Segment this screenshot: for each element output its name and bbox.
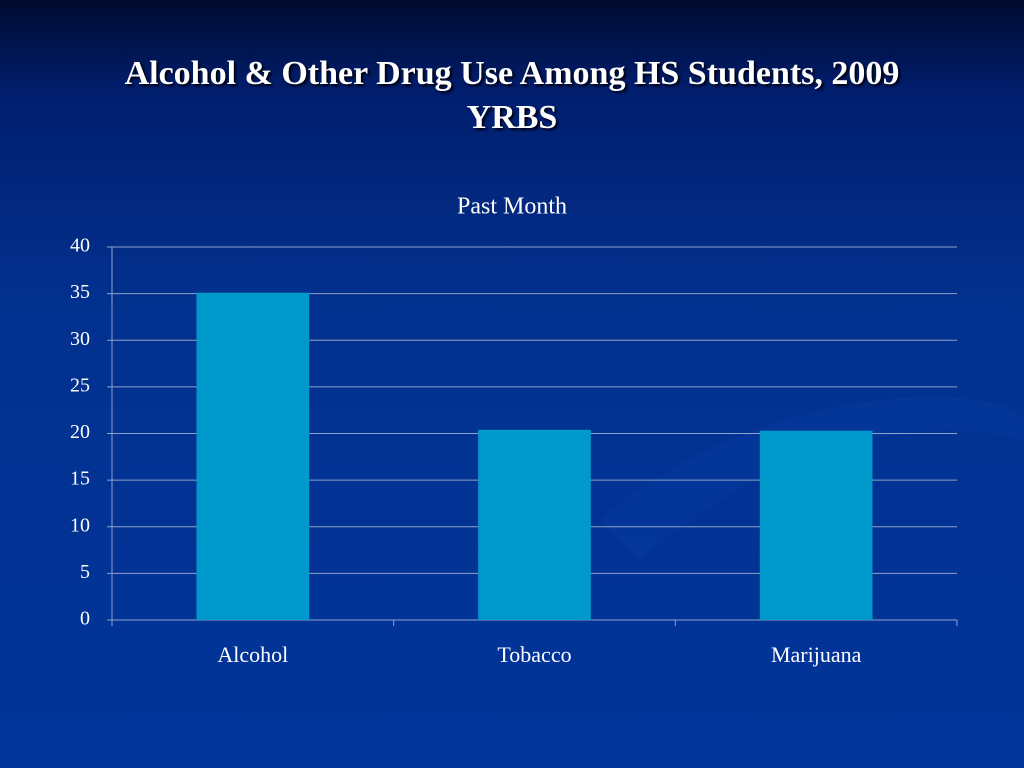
- y-tick-label: 20: [70, 421, 90, 443]
- chart-title: Past Month: [457, 194, 567, 220]
- y-tick-label: 10: [70, 514, 90, 536]
- y-tick-label: 30: [70, 328, 90, 350]
- x-tick-label: Alcohol: [217, 642, 288, 667]
- x-tick-label: Marijuana: [771, 642, 862, 667]
- y-tick-label: 5: [80, 561, 90, 583]
- y-tick-label: 25: [70, 374, 90, 396]
- bar: [196, 292, 310, 620]
- y-tick-label: 0: [80, 608, 90, 630]
- x-tick-label: Tobacco: [497, 642, 571, 667]
- bar: [759, 430, 873, 620]
- decoration: [600, 396, 1024, 560]
- slide-title: Alcohol & Other Drug Use Among HS Studen…: [124, 55, 900, 136]
- bar: [478, 429, 591, 620]
- y-tick-label: 40: [70, 235, 90, 257]
- y-tick-label: 15: [70, 468, 90, 490]
- y-tick-label: 35: [70, 281, 90, 303]
